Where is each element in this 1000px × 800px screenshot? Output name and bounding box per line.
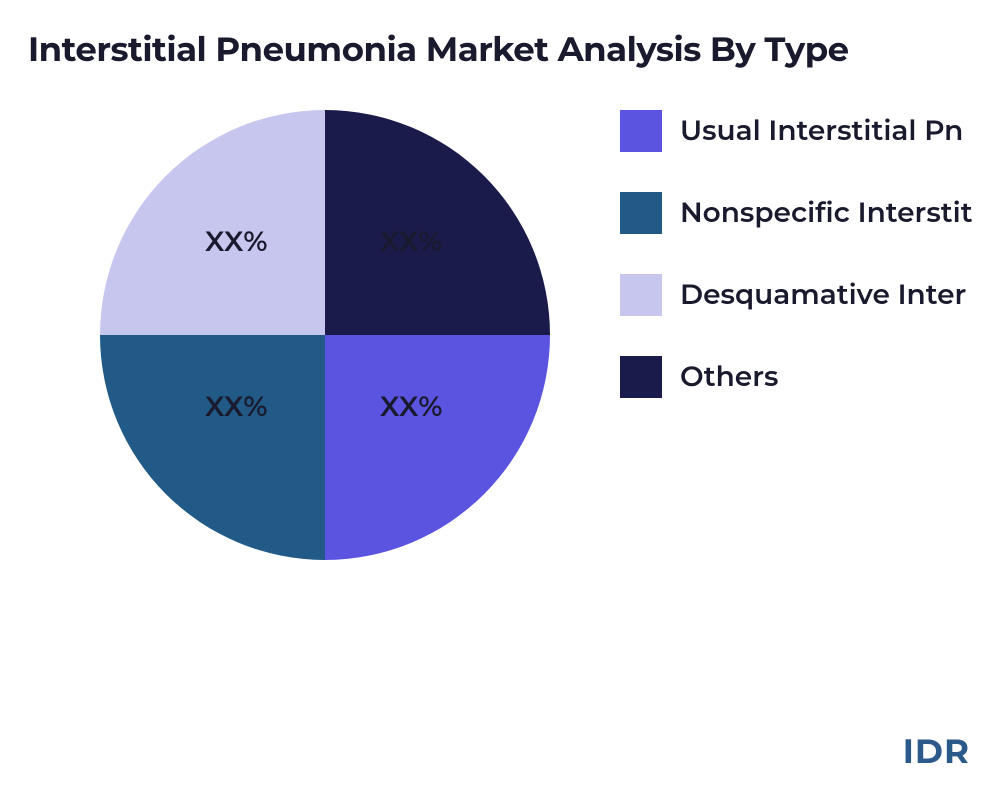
legend-label-1: Nonspecific Interstit [680, 196, 973, 230]
legend-swatch-3 [620, 356, 662, 398]
watermark: IDR [903, 730, 970, 772]
legend-label-2: Desquamative Inter [680, 278, 966, 312]
legend: Usual Interstitial Pn Nonspecific Inters… [620, 110, 973, 398]
slice-label-0: XX% [380, 390, 442, 424]
legend-item-3: Others [620, 356, 973, 398]
legend-swatch-1 [620, 192, 662, 234]
slice-label-3: XX% [380, 225, 442, 259]
slice-label-1: XX% [205, 390, 267, 424]
legend-swatch-0 [620, 110, 662, 152]
chart-title: Interstitial Pneumonia Market Analysis B… [28, 28, 849, 70]
legend-item-2: Desquamative Inter [620, 274, 973, 316]
legend-label-3: Others [680, 360, 778, 394]
legend-item-0: Usual Interstitial Pn [620, 110, 973, 152]
slice-label-2: XX% [205, 225, 267, 259]
legend-label-0: Usual Interstitial Pn [680, 114, 963, 148]
legend-swatch-2 [620, 274, 662, 316]
pie-chart: XX% XX% XX% XX% [100, 110, 550, 560]
pie-graphic [100, 110, 550, 560]
legend-item-1: Nonspecific Interstit [620, 192, 973, 234]
